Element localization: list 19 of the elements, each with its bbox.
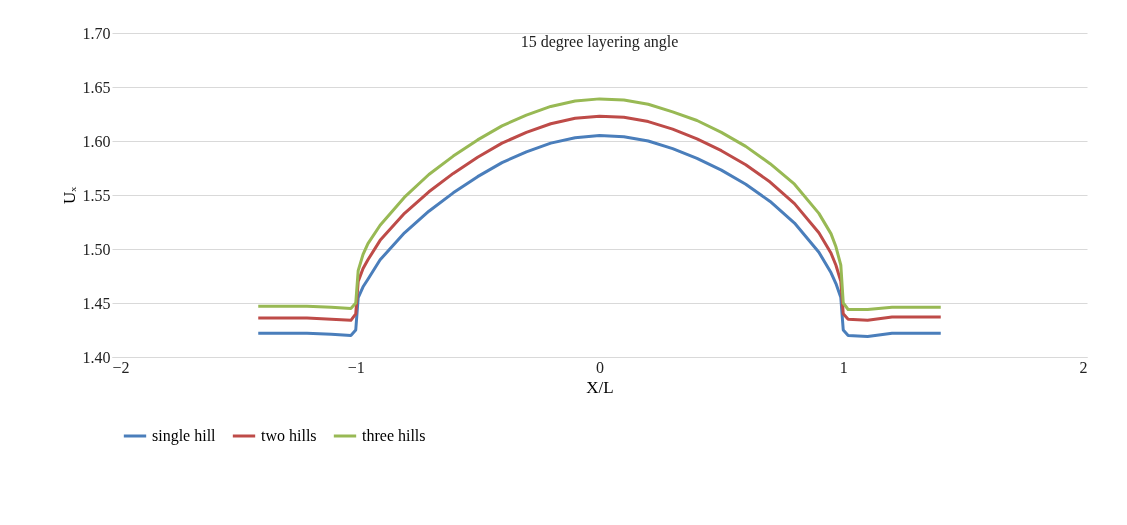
x-tick-label: 2	[1079, 358, 1088, 376]
y-tick-label: 1.40	[82, 348, 111, 366]
y-tick-label: 1.55	[82, 186, 111, 204]
x-tick-label: 0	[596, 358, 604, 376]
y-tick-label: 1.60	[82, 132, 111, 150]
x-tick-label: −1	[347, 358, 365, 376]
chart-title: 15 degree layering angle	[520, 33, 679, 51]
y-tick-label: 1.65	[82, 78, 111, 96]
x-tick-label: −2	[112, 358, 130, 376]
legend-label: three hills	[362, 427, 426, 444]
legend-label: single hill	[152, 427, 217, 445]
y-tick-label: 1.50	[82, 240, 111, 258]
y-tick-label: 1.70	[82, 24, 111, 42]
y-tick-label: 1.45	[82, 294, 111, 312]
line-series	[256, 134, 943, 338]
x-axis-title: X/L	[586, 377, 614, 397]
y-axis-title: Uₓ	[59, 186, 79, 205]
legend-label: two hills	[261, 427, 317, 444]
x-tick-label: 1	[839, 358, 848, 376]
